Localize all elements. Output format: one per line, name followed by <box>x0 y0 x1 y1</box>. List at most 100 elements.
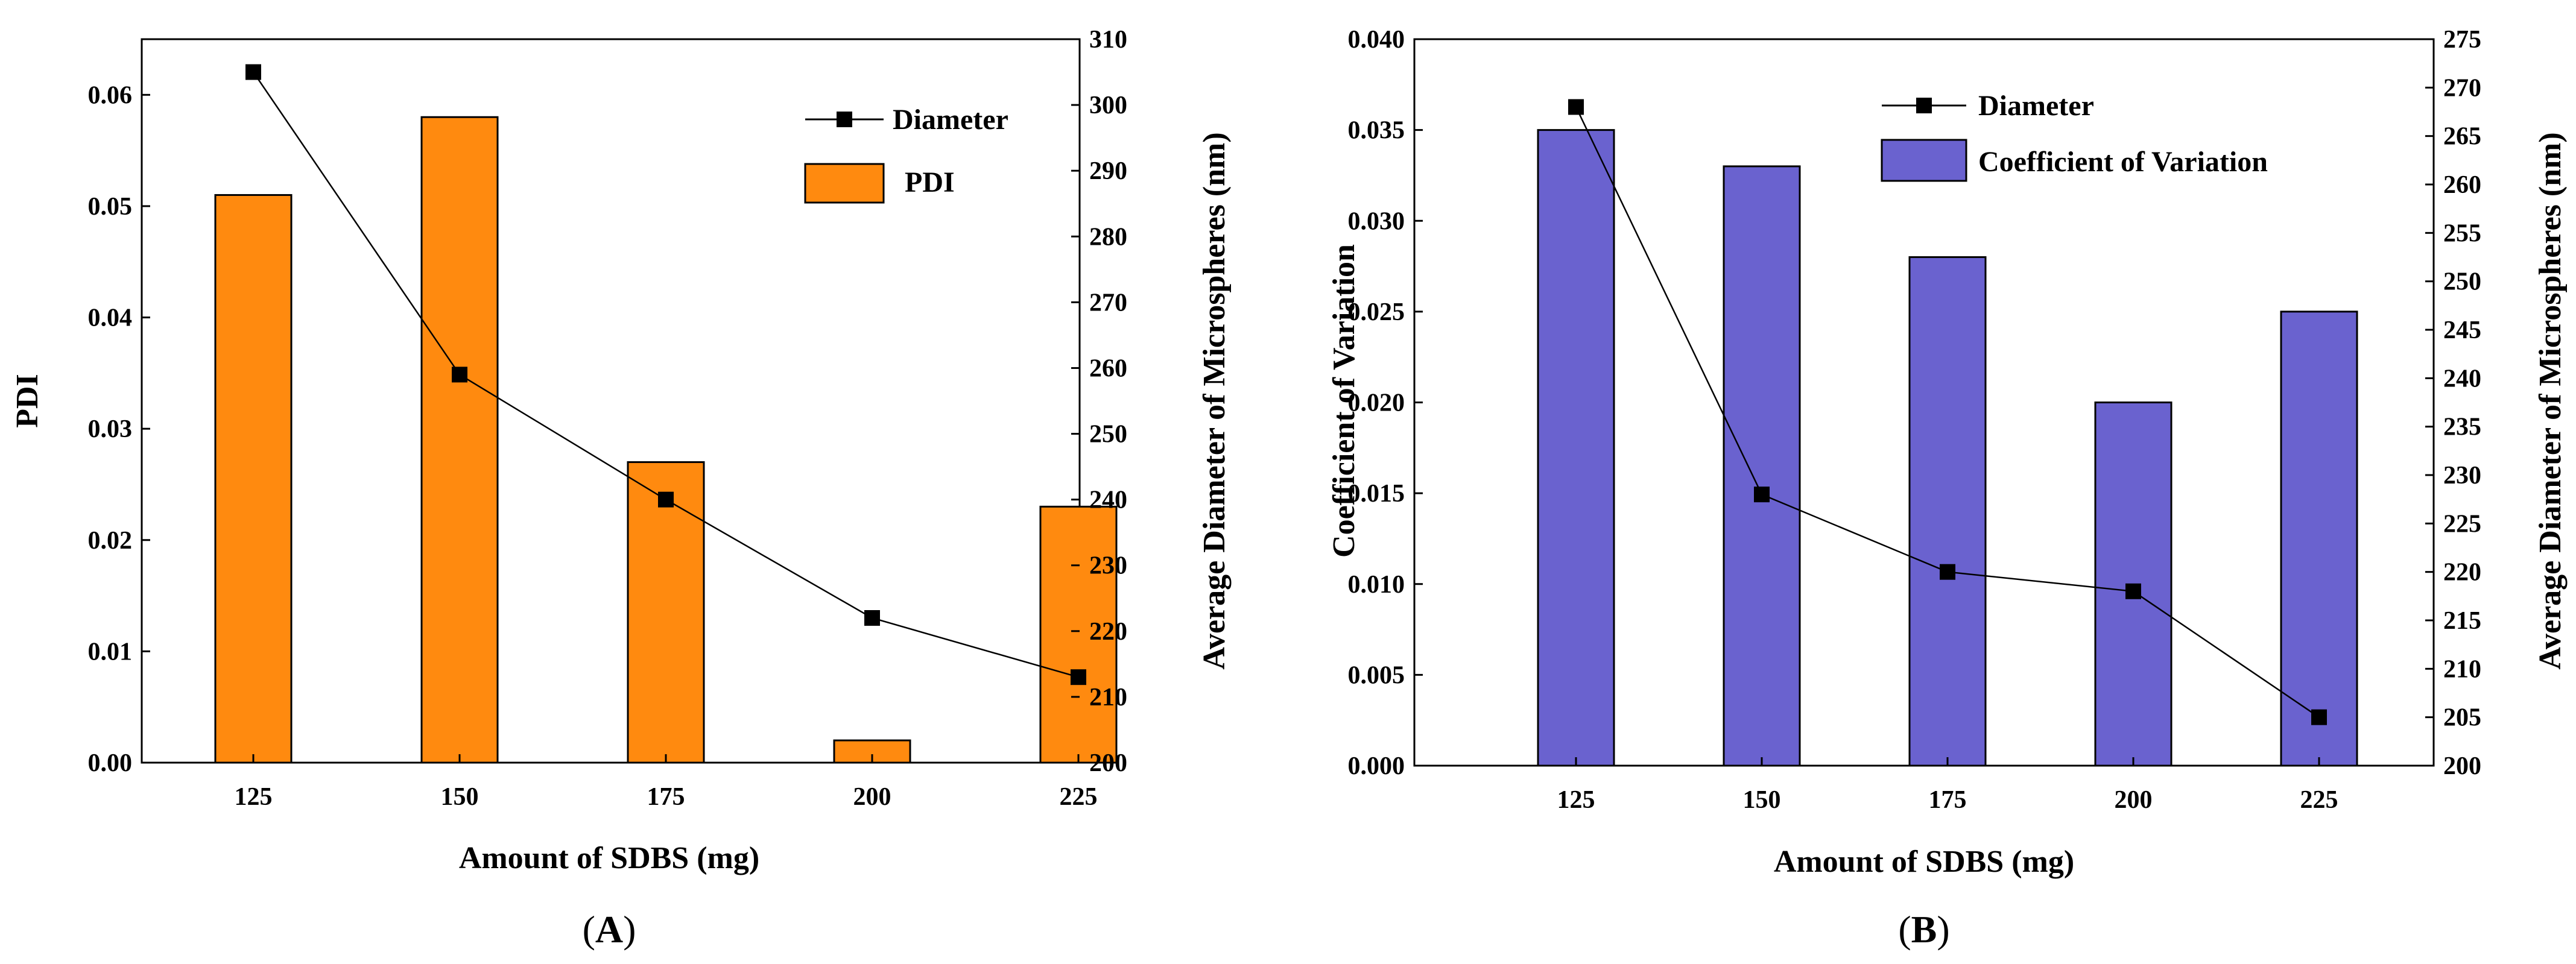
panel-b-y2-tick-label: 240 <box>2443 365 2481 392</box>
panel-b-y-tick-label: 0.000 <box>1348 752 1405 780</box>
panel-b-y-tick-label: 0.020 <box>1348 389 1405 417</box>
panel-b-y2-tick-label: 255 <box>2443 219 2481 247</box>
panel-b-bar-150 <box>1723 165 1801 767</box>
panel-b-diameter-point-125 <box>1568 99 1584 115</box>
panel-b-y-tick-label: 0.005 <box>1348 661 1405 689</box>
panel-b-y2-tick-label: 245 <box>2443 317 2481 344</box>
panel-b-diameter-point-150 <box>1754 487 1770 503</box>
panel-b-y-tick-label: 0.025 <box>1348 298 1405 326</box>
panel-b-left-axis: 0.000 0.005 0.010 0.015 0.020 0.025 0.030 0.035… <box>1348 26 1423 780</box>
panel-b-bar-125 <box>1537 129 1615 767</box>
panel-a-legend-bar-swatch <box>804 163 885 204</box>
panel-a-y2-tick-label: 280 <box>1089 223 1127 251</box>
panel-b-x-tick-label: 200 <box>2115 786 2153 814</box>
panel-b-chart: 0.000 0.005 0.010 0.015 0.020 0.025 0.030 0.035… <box>1327 26 2568 951</box>
panel-b-y-tick-label: 0.030 <box>1348 207 1405 235</box>
panel-a-y2-tick-label: 250 <box>1089 421 1127 449</box>
panel-b-legend-bar-swatch <box>1881 139 1967 182</box>
panel-b-diameter-point-225 <box>2311 709 2327 725</box>
panel-a-y2-tick-label: 220 <box>1089 618 1127 646</box>
panel-b-legend-diameter-label: Diameter <box>1978 90 2094 122</box>
panel-b-y2-tick-label: 215 <box>2443 607 2481 635</box>
panel-a-diameter-point-200 <box>864 610 880 626</box>
panel-a-x-tick-label: 225 <box>1060 783 1098 811</box>
panel-a-plot-frame <box>141 38 1081 764</box>
panel-b-y2-tick-label: 220 <box>2443 559 2481 587</box>
panel-a-caption: (A) <box>583 908 636 951</box>
panel-a-y-tick-label: 0.06 <box>88 81 133 109</box>
panel-a-chart: 0.00 0.01 0.02 0.03 0.04 0.05 0.06 200 210 220 23… <box>10 26 1232 951</box>
panel-b-x-tick-label: 225 <box>2300 786 2338 814</box>
panel-a-diameter-point-125 <box>245 64 261 80</box>
panel-a-y-tick-label: 0.05 <box>88 193 133 221</box>
panel-b-diameter-point-200 <box>2125 583 2141 599</box>
panel-a-y-tick-label: 0.00 <box>88 749 133 777</box>
panel-b-legend-cv-label: Coefficient of Variation <box>1978 146 2268 178</box>
panel-b-legend-marker-swatch <box>1916 98 1932 113</box>
panel-a-x-axis: 125 150 175 200 225 <box>235 754 1098 811</box>
panel-b-y2-tick-label: 270 <box>2443 74 2481 102</box>
panel-b-right-axis: 200 205 210 215 220 225 230 235 240 245 250 255 260 2… <box>2425 26 2481 780</box>
panel-b-bar-175 <box>1908 256 1987 767</box>
panel-a-diameter-point-150 <box>452 367 467 383</box>
panel-a-diameter-series <box>245 64 1086 685</box>
panel-a-y2-tick-label: 240 <box>1089 487 1127 514</box>
panel-b-y2-tick-label: 210 <box>2443 655 2481 683</box>
panel-a-y2-tick-label: 310 <box>1089 26 1127 54</box>
panel-b-caption: (B) <box>1898 908 1949 951</box>
panel-a-x-tick-label: 200 <box>853 783 891 811</box>
panel-b-y2-tick-label: 230 <box>2443 462 2481 490</box>
panel-a-y-tick-label: 0.02 <box>88 527 133 555</box>
panel-a-y2-tick-label: 260 <box>1089 354 1127 382</box>
panel-a-y2-tick-label: 230 <box>1089 552 1127 580</box>
panel-a-diameter-point-225 <box>1071 669 1086 685</box>
panel-b-bars <box>1537 129 2358 767</box>
panel-a-y-tick-label: 0.01 <box>88 638 133 666</box>
panel-a-y2-axis-title: Average Diameter of Microspheres (nm) <box>1197 132 1232 669</box>
panel-a-bar-125 <box>214 194 293 764</box>
panel-a-bar-175 <box>627 461 705 764</box>
panel-b-x-tick-label: 125 <box>1557 786 1595 814</box>
panel-a-diameter-point-175 <box>658 491 674 508</box>
panel-b-y2-tick-label: 205 <box>2443 704 2481 732</box>
panel-a-y-tick-label: 0.03 <box>88 415 133 443</box>
panel-a-legend-marker-swatch <box>837 112 852 127</box>
panel-b-x-tick-label: 150 <box>1743 786 1781 814</box>
panel-b-x-axis: 125 150 175 200 225 <box>1557 757 2338 814</box>
panel-a-y2-tick-label: 210 <box>1089 684 1127 711</box>
panel-a-y-axis-title: PDI <box>10 374 45 428</box>
panel-b-y2-tick-label: 225 <box>2443 510 2481 538</box>
panel-b-y2-tick-label: 235 <box>2443 414 2481 441</box>
panel-a-y2-tick-label: 270 <box>1089 289 1127 317</box>
panel-b-y-tick-label: 0.015 <box>1348 480 1405 508</box>
panel-b-y2-tick-label: 265 <box>2443 123 2481 151</box>
panel-b-y-tick-label: 0.040 <box>1348 26 1405 54</box>
panel-b-y2-axis-title: Average Diameter of Microspheres (nm) <box>2533 132 2568 669</box>
panel-b-bar-225 <box>2280 310 2358 767</box>
panel-a-legend-pdi-label: PDI <box>905 166 955 198</box>
panel-b-diameter-series <box>1568 99 2327 725</box>
panel-b-y2-tick-label: 200 <box>2443 752 2481 780</box>
panel-b-y-axis-title: Coefficient of Variation <box>1327 244 1361 558</box>
panel-b-y-tick-label: 0.010 <box>1348 571 1405 599</box>
panel-b-y2-tick-label: 275 <box>2443 26 2481 54</box>
panel-b-diameter-point-175 <box>1940 564 1955 580</box>
panel-a-left-axis: 0.00 0.01 0.02 0.03 0.04 0.05 0.06 <box>88 81 150 777</box>
panel-a-x-tick-label: 125 <box>235 783 273 811</box>
panel-a-y2-tick-label: 290 <box>1089 157 1127 185</box>
panel-b-y2-tick-label: 260 <box>2443 171 2481 199</box>
panel-a-y2-tick-label: 300 <box>1089 92 1127 119</box>
panel-a-x-axis-title: Amount of SDBS (mg) <box>459 841 759 875</box>
panel-a-x-tick-label: 150 <box>441 783 479 811</box>
panel-a-legend-diameter-label: Diameter <box>893 104 1008 136</box>
panel-b-x-axis-title: Amount of SDBS (mg) <box>1774 845 2074 879</box>
panel-a-legend: Diameter PDI <box>804 104 1008 204</box>
panel-b-y-tick-label: 0.035 <box>1348 117 1405 145</box>
panel-a-bar-150 <box>420 116 499 764</box>
panel-b-legend: Diameter Coefficient of Variation <box>1881 90 2268 182</box>
panel-a-y-tick-label: 0.04 <box>88 304 133 332</box>
panel-a-x-tick-label: 175 <box>647 783 685 811</box>
panel-a-y2-tick-label: 200 <box>1089 749 1127 777</box>
